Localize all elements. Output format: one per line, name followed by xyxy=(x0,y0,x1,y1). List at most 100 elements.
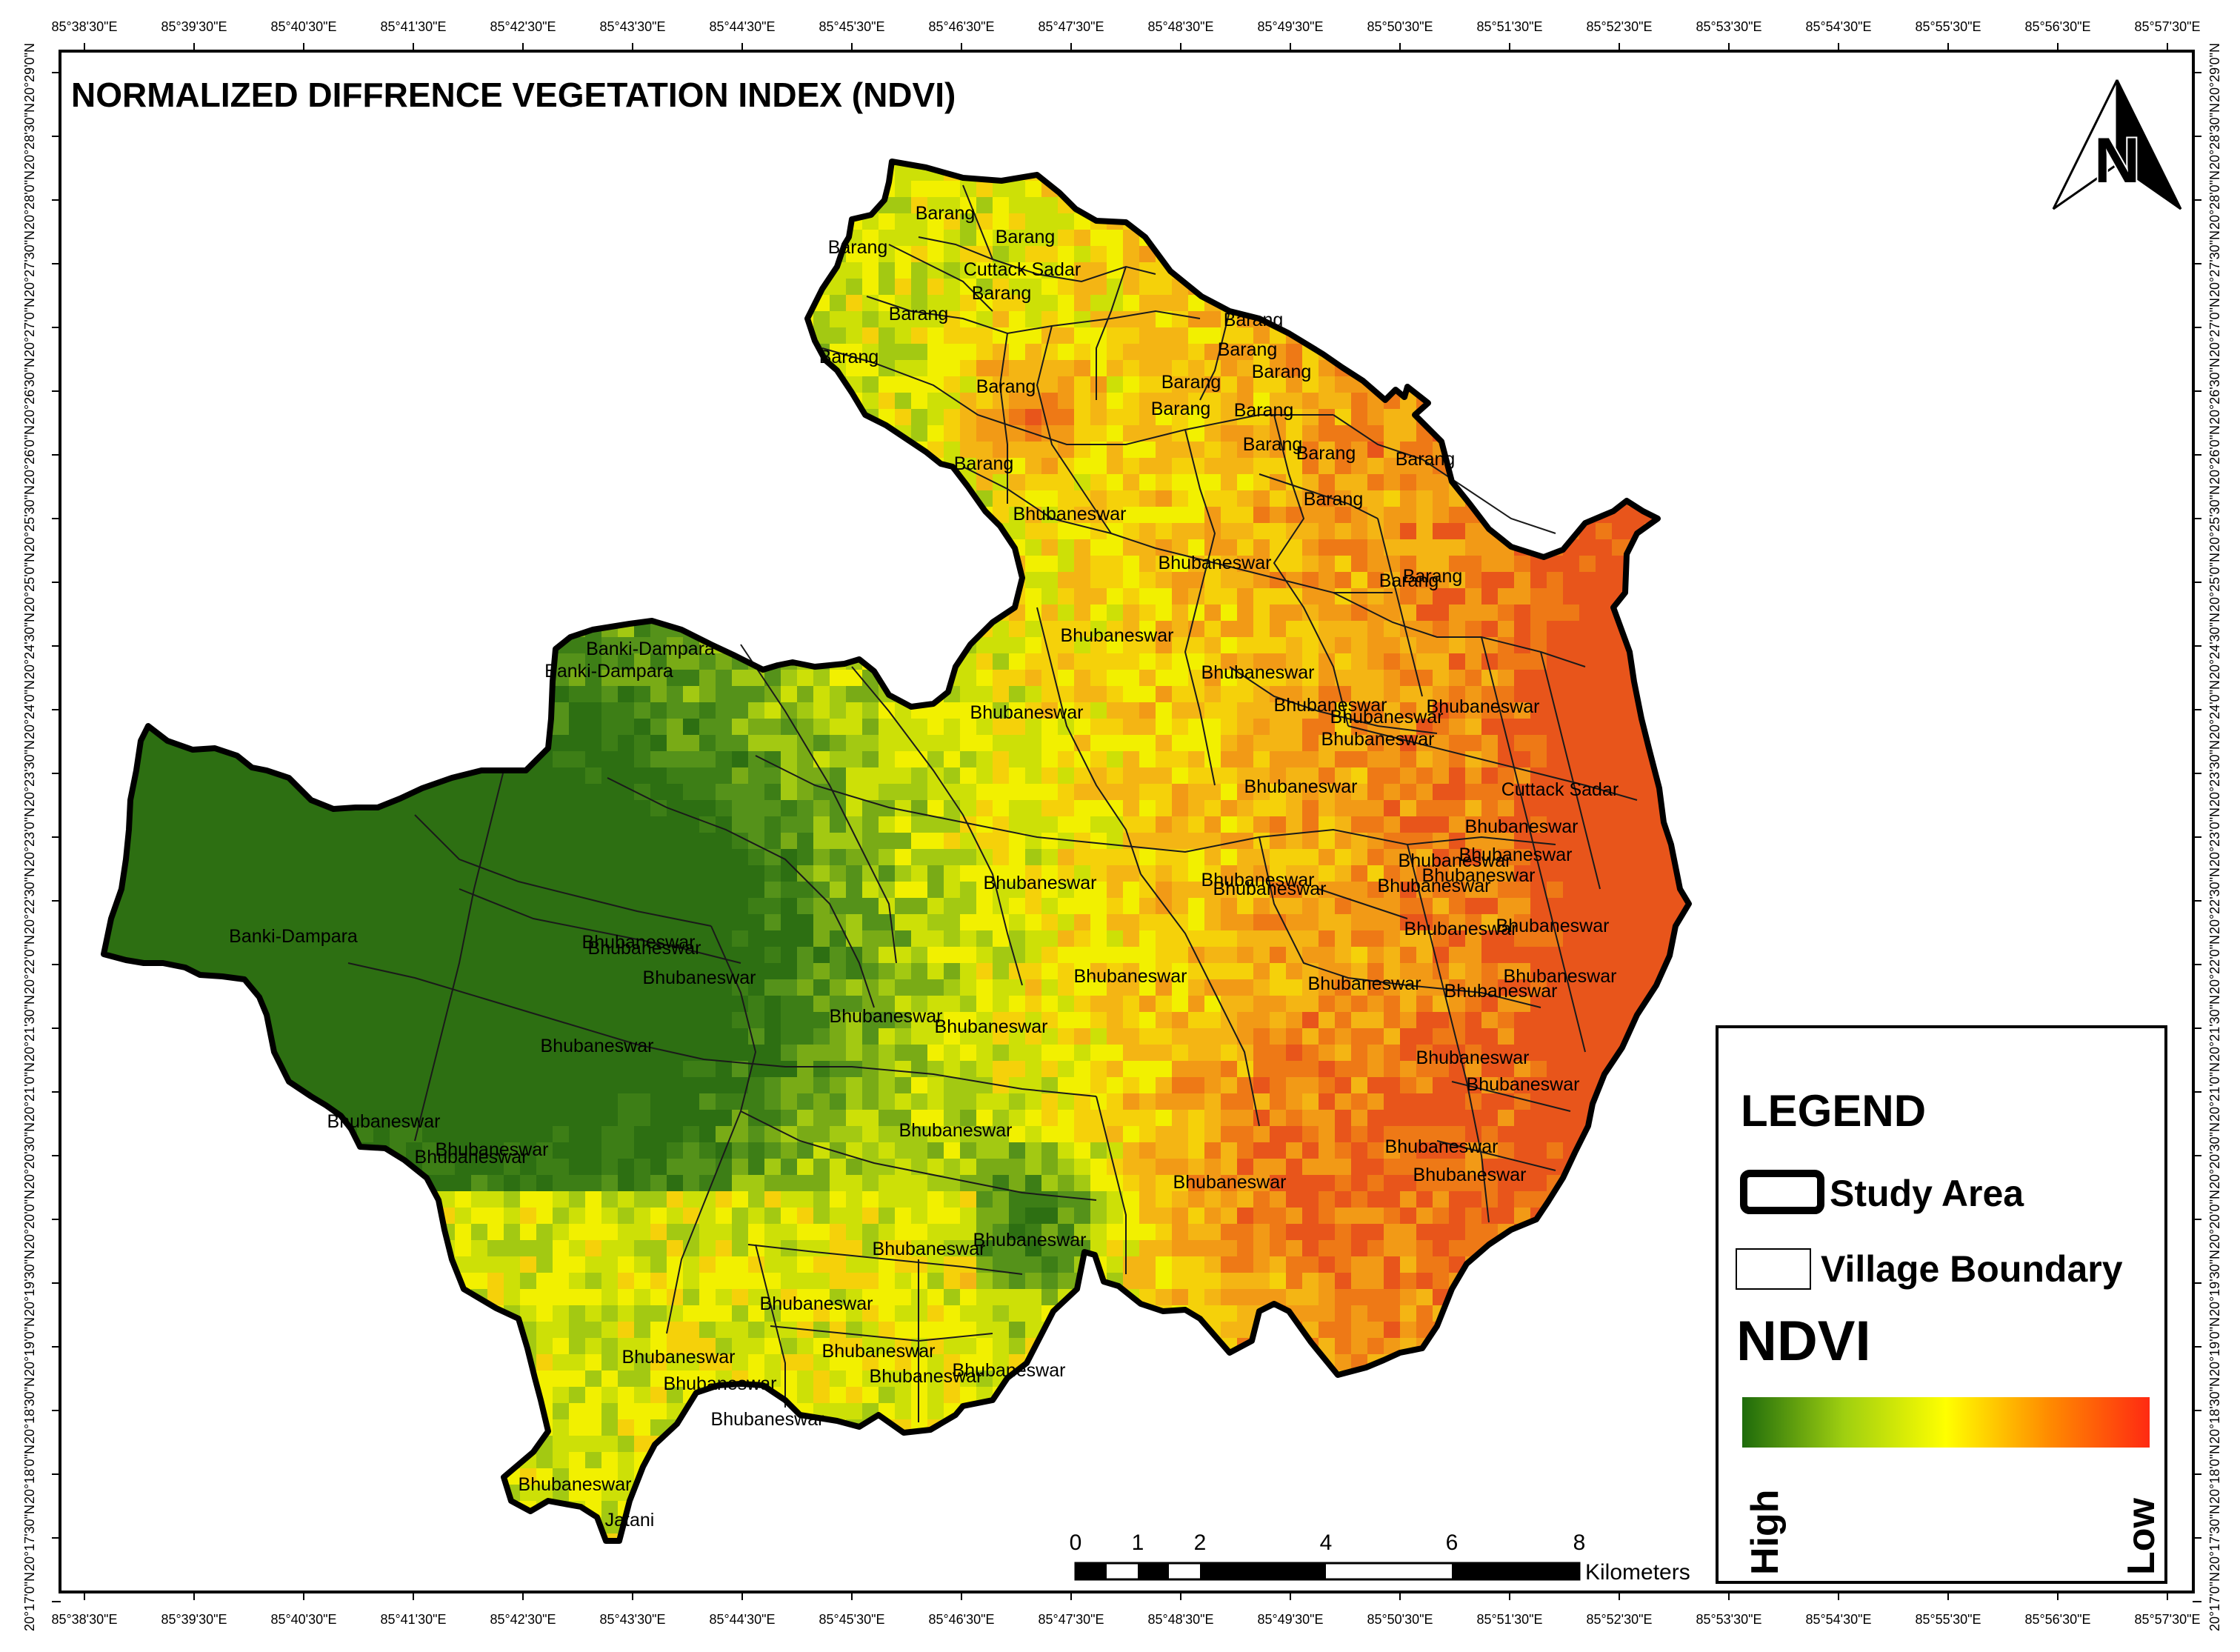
ndvi-pixel xyxy=(1270,556,1287,573)
lon-tick-label-top: 85°47'30"E xyxy=(1038,19,1104,34)
ndvi-pixel xyxy=(471,898,488,915)
ndvi-pixel xyxy=(1498,800,1515,817)
ndvi-pixel xyxy=(764,800,781,817)
ndvi-pixel xyxy=(1596,751,1613,768)
ndvi-pixel xyxy=(1204,604,1221,622)
ndvi-pixel xyxy=(976,767,993,785)
lon-tick-label-bottom: 85°47'30"E xyxy=(1038,1612,1104,1627)
ndvi-pixel xyxy=(1139,816,1156,833)
ndvi-pixel xyxy=(1025,230,1042,247)
ndvi-pixel xyxy=(1074,393,1091,410)
ndvi-pixel xyxy=(373,947,390,964)
ndvi-pixel xyxy=(585,914,602,931)
ndvi-pixel xyxy=(1204,686,1221,703)
ndvi-pixel xyxy=(764,719,781,736)
ndvi-pixel xyxy=(1465,800,1482,817)
ndvi-pixel xyxy=(569,735,586,752)
ndvi-pixel xyxy=(716,816,733,833)
ndvi-pixel xyxy=(1270,604,1287,622)
ndvi-pixel xyxy=(1465,523,1482,540)
ndvi-pixel xyxy=(1433,816,1450,833)
ndvi-pixel xyxy=(650,702,667,719)
lat-tick-label-right: 20°23'0"N xyxy=(2207,807,2222,867)
ndvi-pixel xyxy=(1286,719,1303,736)
ndvi-pixel xyxy=(1058,914,1075,931)
ndvi-pixel xyxy=(895,393,912,410)
ndvi-pixel xyxy=(699,702,716,719)
ndvi-pixel xyxy=(227,898,244,915)
ndvi-pixel xyxy=(1090,230,1107,247)
ndvi-pixel xyxy=(1123,425,1140,442)
ndvi-pixel xyxy=(1090,588,1107,605)
ndvi-pixel xyxy=(1090,360,1107,377)
ndvi-pixel xyxy=(1644,914,1661,931)
ndvi-pixel xyxy=(1041,849,1059,866)
ndvi-pixel xyxy=(357,833,374,850)
ndvi-pixel xyxy=(373,865,390,882)
ndvi-pixel xyxy=(1090,295,1107,312)
ndvi-pixel xyxy=(1302,539,1319,556)
ndvi-pixel xyxy=(683,767,700,785)
ndvi-pixel xyxy=(1139,279,1156,296)
ndvi-pixel xyxy=(227,947,244,964)
ndvi-pixel xyxy=(1058,409,1075,426)
ndvi-pixel xyxy=(1547,751,1564,768)
ndvi-pixel xyxy=(1204,490,1221,507)
ndvi-pixel xyxy=(634,751,651,768)
ndvi-pixel xyxy=(976,360,993,377)
ndvi-pixel xyxy=(1139,800,1156,817)
ndvi-pixel xyxy=(862,360,879,377)
ndvi-pixel xyxy=(1074,327,1091,344)
ndvi-pixel xyxy=(243,947,260,964)
ndvi-pixel xyxy=(1449,670,1466,687)
ndvi-pixel xyxy=(1498,604,1515,622)
ndvi-pixel xyxy=(895,376,912,393)
ndvi-pixel xyxy=(879,376,896,393)
ndvi-pixel xyxy=(1123,246,1140,263)
lat-tick-label-right: 20°18'30"N xyxy=(2207,1377,2222,1444)
lon-tick-label-top: 85°53'30"E xyxy=(1696,19,1761,34)
ndvi-pixel xyxy=(732,800,749,817)
ndvi-pixel xyxy=(667,914,684,931)
ndvi-pixel xyxy=(1286,556,1303,573)
ndvi-pixel xyxy=(536,833,553,850)
ndvi-pixel xyxy=(145,849,162,866)
ndvi-pixel xyxy=(895,947,912,964)
ndvi-pixel xyxy=(944,865,961,882)
ndvi-pixel xyxy=(1596,702,1613,719)
ndvi-pixel xyxy=(862,784,879,801)
lat-tick-label-left: 20°25'30"N xyxy=(22,485,37,552)
ndvi-pixel xyxy=(1074,572,1091,589)
ndvi-pixel xyxy=(1596,735,1613,752)
lat-tick-label-right: 20°22'30"N xyxy=(2207,867,2222,934)
lon-tick-label-top: 85°57'30"E xyxy=(2134,19,2200,34)
ndvi-pixel xyxy=(1579,882,1596,899)
lon-tick-label-top: 85°44'30"E xyxy=(709,19,775,34)
ndvi-pixel xyxy=(895,344,912,361)
ndvi-pixel xyxy=(1074,279,1091,296)
ndvi-pixel xyxy=(618,800,635,817)
ndvi-pixel xyxy=(1319,409,1336,426)
ndvi-pixel xyxy=(259,865,276,882)
ndvi-pixel xyxy=(781,833,798,850)
ndvi-pixel xyxy=(927,425,944,442)
ndvi-pixel xyxy=(1400,490,1417,507)
ndvi-pixel xyxy=(194,930,211,947)
ndvi-pixel xyxy=(178,816,195,833)
ndvi-pixel xyxy=(781,930,798,947)
ndvi-pixel xyxy=(1514,556,1531,573)
ndvi-pixel xyxy=(439,898,456,915)
ndvi-pixel xyxy=(227,849,244,866)
ndvi-pixel xyxy=(341,898,358,915)
ndvi-pixel xyxy=(1156,490,1173,507)
ndvi-pixel xyxy=(862,702,879,719)
ndvi-pixel xyxy=(1074,507,1091,524)
ndvi-pixel xyxy=(1139,507,1156,524)
ndvi-pixel xyxy=(1481,556,1499,573)
ndvi-pixel xyxy=(1237,621,1254,638)
ndvi-pixel xyxy=(732,816,749,833)
ndvi-pixel xyxy=(1058,425,1075,442)
ndvi-pixel xyxy=(1433,751,1450,768)
ndvi-pixel xyxy=(1090,344,1107,361)
ndvi-pixel xyxy=(927,230,944,247)
